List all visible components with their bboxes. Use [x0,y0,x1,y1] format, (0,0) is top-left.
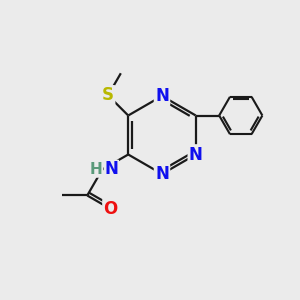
Text: H: H [89,162,102,177]
Text: N: N [155,165,169,183]
Text: S: S [102,86,114,104]
Text: N: N [155,87,169,105]
Text: N: N [104,160,118,178]
Text: O: O [103,200,118,218]
Text: N: N [189,146,203,164]
